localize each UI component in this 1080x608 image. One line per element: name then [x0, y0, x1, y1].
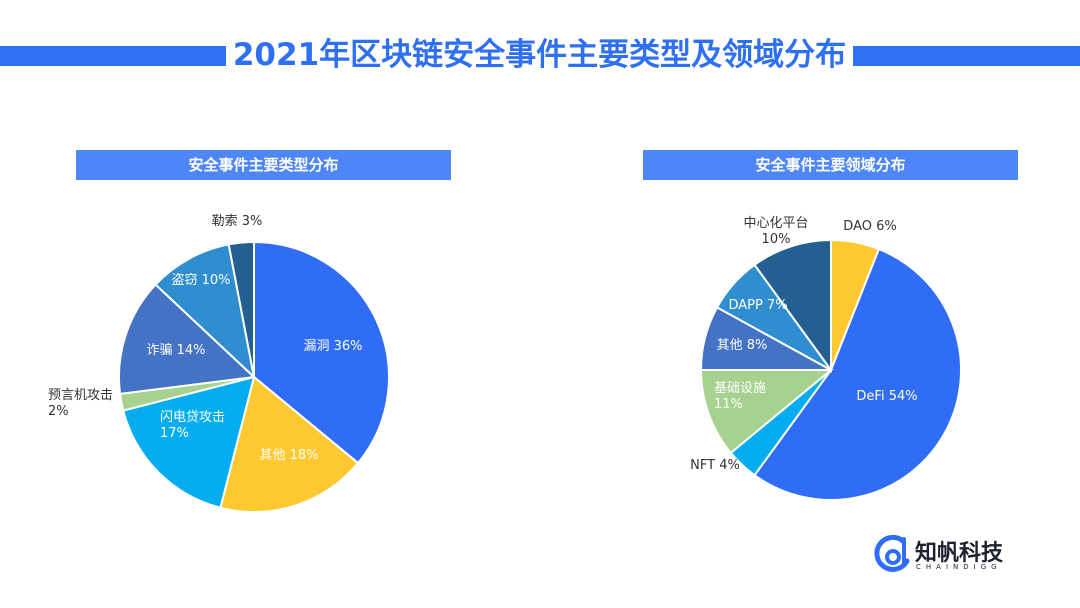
pie-label-0-5: 盗窃 10% [171, 272, 230, 288]
logo: 知帆科技 CHAINDIGG [873, 533, 1033, 581]
pie-label-1-1: DeFi 54% [856, 389, 917, 404]
pie-slice-0-5 [154, 243, 256, 380]
pie-slice-1-1 [753, 247, 962, 501]
pie-slice-0-6 [227, 240, 255, 378]
pie-label-0-4: 诈骗 14% [146, 343, 205, 358]
pie-label-1-4: 其他 8% [717, 338, 768, 353]
pie-slice-0-0 [253, 240, 390, 465]
pie-slice-0-1 [219, 375, 360, 513]
left-chart-title: 安全事件主要类型分布 [76, 150, 451, 180]
pie-label-1-3: 基础设施 11% [714, 381, 766, 412]
pie-slice-0-4 [118, 283, 257, 396]
pie-label-1-2: NFT 4% [690, 458, 740, 473]
pie-label-1-0: DAO 6% [843, 219, 896, 234]
right-chart-title: 安全事件主要领域分布 [643, 150, 1018, 180]
title-decoration-left [0, 46, 226, 66]
pie-label-0-6: 勒索 3% [212, 214, 263, 229]
logo-name: 知帆科技 [915, 541, 1004, 566]
logo-icon [874, 535, 910, 572]
pie-slice-1-6 [753, 238, 832, 374]
page-title: 2021年区块链安全事件主要类型及领域分布 [232, 37, 847, 73]
pie-label-1-6: 中心化平台 10% [743, 216, 808, 247]
pie-label-0-2: 闪电贷攻击 17% [160, 410, 225, 441]
title-decoration-right [853, 46, 1080, 66]
pie-label-1-5: DAPP 7% [728, 298, 787, 313]
logo-subtitle: CHAINDIGG [916, 563, 1002, 571]
pie-slice-1-3 [699, 369, 834, 455]
pie-label-0-0: 漏洞 36% [303, 338, 362, 354]
pie-label-0-3: 预言机攻击 2% [48, 388, 113, 419]
pie-label-0-1: 其他 18% [259, 448, 318, 463]
pie-slice-0-2 [122, 375, 256, 509]
